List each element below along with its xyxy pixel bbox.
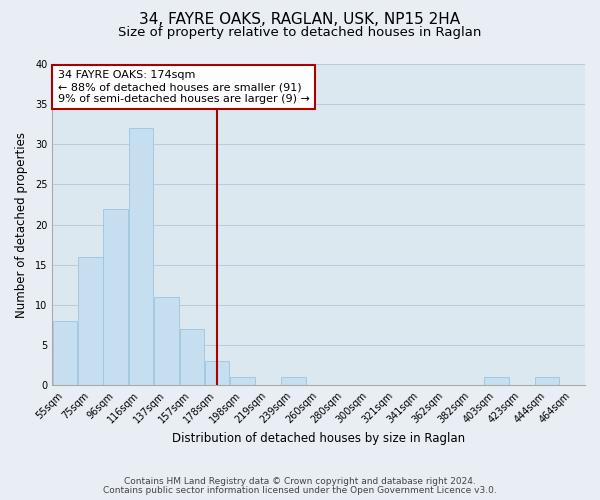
Text: Contains HM Land Registry data © Crown copyright and database right 2024.: Contains HM Land Registry data © Crown c… [124,477,476,486]
Bar [230,377,255,386]
Bar [535,377,559,386]
Text: 34, FAYRE OAKS, RAGLAN, USK, NP15 2HA: 34, FAYRE OAKS, RAGLAN, USK, NP15 2HA [139,12,461,28]
Bar [129,128,154,386]
Bar [281,377,305,386]
Bar [154,297,179,386]
Bar [103,208,128,386]
Bar [484,377,509,386]
Bar [205,361,229,386]
Bar [179,329,204,386]
X-axis label: Distribution of detached houses by size in Raglan: Distribution of detached houses by size … [172,432,465,445]
Text: Contains public sector information licensed under the Open Government Licence v3: Contains public sector information licen… [103,486,497,495]
Text: Size of property relative to detached houses in Raglan: Size of property relative to detached ho… [118,26,482,39]
Text: 34 FAYRE OAKS: 174sqm
← 88% of detached houses are smaller (91)
9% of semi-detac: 34 FAYRE OAKS: 174sqm ← 88% of detached … [58,70,310,104]
Bar [78,257,103,386]
Bar [53,321,77,386]
Y-axis label: Number of detached properties: Number of detached properties [15,132,28,318]
